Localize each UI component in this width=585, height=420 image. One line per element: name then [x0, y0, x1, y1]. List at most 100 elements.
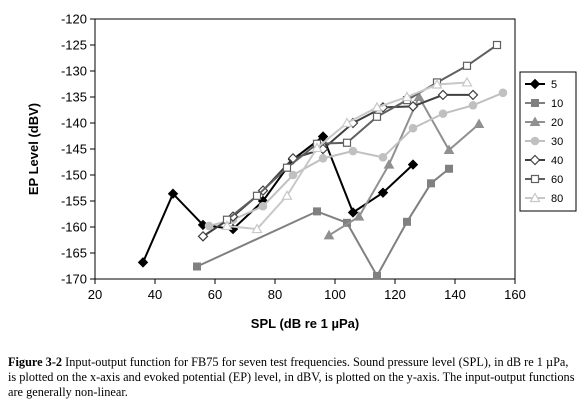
data-point [252, 191, 262, 200]
data-point [347, 207, 359, 218]
data-point [407, 159, 419, 170]
data-point [167, 188, 179, 199]
caption-text: Input-output function for FB75 for seven… [8, 355, 575, 399]
data-point [282, 163, 292, 172]
legend-entry: 10 [525, 98, 563, 110]
data-point [373, 271, 381, 280]
data-point [468, 101, 478, 110]
data-point [313, 207, 321, 216]
y-tick-label: -125 [61, 38, 87, 53]
series-60 [222, 40, 502, 224]
series-line-20 [328, 94, 480, 237]
y-tick-label: -120 [61, 12, 87, 27]
series-line-30 [208, 91, 504, 227]
x-tick-label: 120 [384, 287, 406, 302]
data-point [437, 89, 449, 101]
y-tick-label: -170 [61, 272, 87, 287]
legend-entry: 80 [525, 192, 563, 205]
data-point [401, 91, 413, 102]
data-point [427, 179, 435, 188]
data-point [461, 76, 473, 87]
x-tick-label: 80 [268, 287, 282, 302]
data-point [258, 201, 268, 211]
series-40 [197, 89, 479, 242]
data-point [204, 221, 214, 231]
data-point [353, 211, 365, 221]
data-point [383, 159, 395, 169]
y-tick-label: -160 [61, 220, 87, 235]
chart: 20 40 60 80 100 120 140 160 -170 -165 -160 -155 -150… [26, 12, 577, 332]
y-tick-label: -155 [61, 194, 87, 209]
series-10 [193, 164, 453, 280]
x-tick-label: 40 [148, 287, 162, 302]
data-point [378, 153, 388, 162]
legend-marker [529, 116, 541, 126]
series-5 [137, 131, 419, 268]
x-tick-label: 20 [88, 287, 102, 302]
x-axis-label: SPL (dB re 1 µPa) [251, 316, 359, 331]
legend-label: 40 [551, 155, 563, 167]
legend-entry: 20 [525, 116, 563, 129]
legend-label: 80 [551, 193, 563, 205]
data-point [348, 146, 358, 156]
legend-entry: 60 [525, 174, 563, 186]
y-tick-label: -145 [61, 142, 87, 157]
legend-entry: 5 [525, 78, 557, 91]
legend-label: 60 [551, 174, 563, 186]
data-point [281, 190, 293, 200]
data-point [462, 61, 472, 70]
data-point [318, 154, 328, 163]
y-tick-label: -165 [61, 246, 87, 261]
data-point [445, 164, 453, 173]
legend-label: 5 [551, 79, 557, 91]
figure-caption: Figure 3-2 Input-output function for FB7… [8, 355, 576, 400]
legend-marker [529, 154, 541, 166]
data-point [342, 138, 352, 147]
x-tick-label: 140 [444, 287, 466, 302]
legend-label: 30 [551, 136, 563, 148]
x-tick-label: 100 [324, 287, 346, 302]
legend-marker [530, 174, 540, 184]
series-20 [323, 91, 485, 240]
data-point [377, 187, 389, 198]
data-point [288, 170, 298, 180]
y-tick-label: -150 [61, 168, 87, 183]
y-tick-label: -130 [61, 64, 87, 79]
data-point [317, 131, 329, 142]
data-point [413, 91, 425, 101]
series-80 [221, 76, 473, 234]
plot-area [137, 40, 508, 280]
data-point [431, 78, 443, 89]
data-point [193, 262, 201, 271]
legend-marker [530, 136, 540, 146]
series-30 [204, 88, 508, 231]
legend-label: 10 [551, 98, 563, 110]
legend-entry: 40 [525, 154, 563, 167]
legend-label: 20 [551, 117, 563, 129]
data-point [498, 88, 508, 98]
data-point [371, 101, 383, 112]
data-point [492, 40, 502, 50]
data-point [221, 220, 233, 231]
axes: 20 40 60 80 100 120 140 160 -170 -165 -160 -155 -150… [26, 12, 526, 332]
data-point [137, 257, 149, 268]
data-point [341, 117, 353, 128]
x-tick-label: 160 [504, 287, 526, 302]
caption-label: Figure 3-2 [8, 355, 63, 369]
data-point [438, 109, 448, 118]
y-tick-label: -135 [61, 90, 87, 105]
data-point [311, 142, 323, 153]
legend: 5 10 20 30 40 60 80 [519, 71, 577, 212]
data-point [443, 144, 455, 155]
legend-marker [529, 78, 541, 90]
data-point [473, 118, 485, 129]
series-line-60 [226, 44, 498, 221]
data-point [251, 223, 263, 234]
y-axis-label: EP Level (dBV) [26, 103, 41, 195]
legend-marker [529, 192, 541, 203]
x-tick-label: 60 [208, 287, 222, 302]
legend-entry: 30 [525, 136, 563, 148]
data-point [372, 112, 382, 121]
y-tick-label: -140 [61, 116, 87, 131]
